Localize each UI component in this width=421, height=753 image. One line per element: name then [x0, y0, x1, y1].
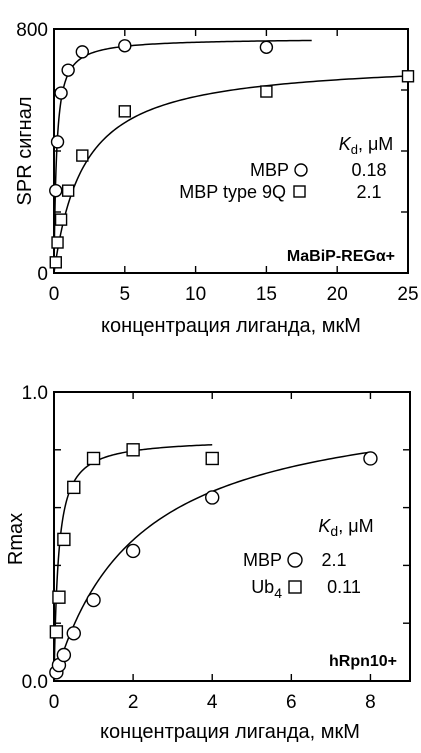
bottom-legend-marker-ub4: [288, 580, 302, 594]
bottom-legend: Kd, μM MBP 2.1 Ub4 0.11: [243, 516, 374, 601]
top-legend-kd-mbp-9q: 2.1: [356, 182, 381, 202]
top-legend-label-mbp: MBP: [250, 160, 289, 180]
top-point-square: [260, 85, 273, 98]
top-point-circle: [54, 86, 68, 100]
bottom-data-marks: [49, 443, 378, 680]
top-tick-labels: 0 5 10 15 20 25 0 800: [16, 20, 418, 305]
bottom-legend-kd-ub4: 0.11: [327, 577, 361, 597]
bot-point-square: [205, 451, 219, 466]
bottom-legend-marker-mbp: [287, 552, 303, 568]
bot-x-tick-label: 8: [365, 692, 376, 713]
top-data-marks: [49, 39, 415, 269]
bot-point-square: [86, 451, 101, 466]
bottom-legend-label-mbp: MBP: [243, 550, 282, 570]
bottom-legend-label-ub4: Ub4: [251, 577, 282, 601]
bot-point-circle: [205, 490, 220, 505]
top-ticks: [53, 28, 409, 274]
bot-point-circle: [363, 451, 378, 466]
top-point-square: [118, 105, 132, 118]
top-y-tick-label: 0: [37, 264, 48, 285]
top-point-circle: [118, 39, 132, 53]
bot-x-tick-label: 2: [128, 692, 139, 713]
top-point-circle: [75, 45, 90, 59]
bot-y-tick-label: 0.0: [22, 672, 48, 693]
bot-point-circle: [66, 626, 81, 641]
bottom-tick-labels: 0 2 4 6 8 0.0 1.0: [22, 383, 376, 713]
bottom-plot-frame: [53, 391, 411, 682]
top-point-circle: [50, 135, 65, 149]
top-point-square: [76, 149, 89, 162]
top-point-square: [54, 213, 68, 226]
top-legend-kd-mbp: 0.18: [351, 160, 386, 180]
bot-point-square: [67, 480, 81, 495]
top-y-tick-label: 800: [16, 20, 48, 41]
top-point-circle: [259, 40, 274, 54]
top-x-tick-label: 25: [397, 284, 418, 305]
top-x-tick-label: 10: [185, 284, 206, 305]
top-point-square: [49, 256, 62, 269]
top-legend: Kd, μM MBP 0.18 MBP type 9Q 2.1: [179, 134, 393, 202]
top-x-tick-label: 0: [49, 284, 60, 305]
top-point-circle: [49, 183, 63, 198]
bot-point-square: [52, 590, 66, 604]
bot-point-square: [57, 532, 71, 547]
bot-point-square: [49, 625, 64, 639]
top-panel: 0 5 10 15 20 25 0 800 SPR сигнал концентрация л…: [14, 20, 419, 337]
top-x-axis-title: концентрация лиганда, мкМ: [101, 315, 361, 337]
bottom-ticks: [53, 391, 410, 682]
bot-point-circle: [56, 647, 72, 663]
top-point-circle: [61, 63, 75, 77]
top-legend-marker-mbp: [294, 163, 308, 177]
bottom-panel-annotation: hRpn10+: [329, 653, 397, 670]
bottom-legend-kd-mbp: 2.1: [321, 550, 346, 570]
top-x-tick-label: 20: [327, 284, 348, 305]
bottom-legend-header: Kd, μM: [318, 516, 373, 539]
top-x-tick-label: 15: [256, 284, 277, 305]
top-fit-curve-0: [53, 39, 312, 274]
top-point-square: [51, 236, 64, 249]
top-legend-header: Kd, μM: [339, 134, 394, 157]
bot-x-tick-label: 4: [207, 692, 218, 713]
bot-fit-curve-1: [53, 443, 213, 682]
top-panel-annotation: MaBiP-REGα+: [287, 248, 395, 265]
top-legend-label-mbp-9q: MBP type 9Q: [179, 182, 286, 202]
bot-x-tick-label: 6: [286, 692, 297, 713]
bot-y-tick-label: 1.0: [22, 383, 48, 404]
bot-point-circle: [125, 543, 141, 559]
bot-point-circle: [86, 592, 101, 608]
bottom-panel: 0 2 4 6 8 0.0 1.0 Rmax концентрация лиганда, м…: [5, 383, 411, 743]
top-point-square: [401, 70, 415, 83]
bottom-x-axis-title: концентрация лиганда, мкМ: [100, 721, 360, 743]
bottom-y-axis-title: Rmax: [5, 513, 27, 565]
top-point-square: [61, 184, 75, 197]
top-x-tick-label: 5: [120, 284, 131, 305]
top-y-axis-title: SPR сигнал: [14, 97, 36, 206]
bot-point-square: [126, 443, 140, 457]
top-legend-marker-mbp-9q: [293, 185, 306, 198]
bot-x-tick-label: 0: [49, 692, 60, 713]
